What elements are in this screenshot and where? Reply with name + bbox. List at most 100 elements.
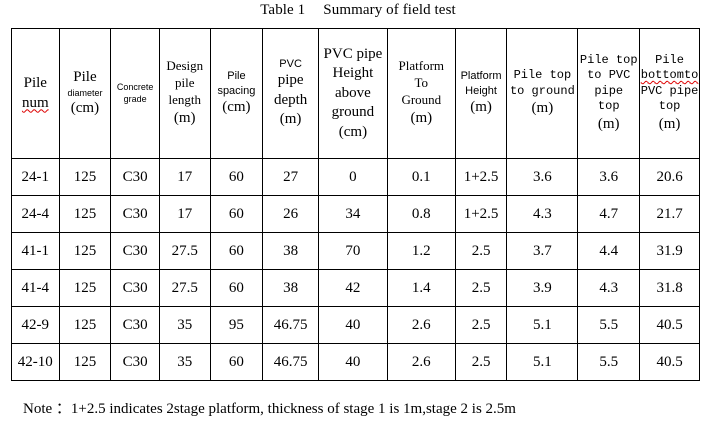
table-cell: C30 — [110, 158, 160, 196]
table-cell: 38 — [262, 269, 319, 307]
column-header: Concrete grade — [110, 28, 160, 159]
column-header: Platform To Ground (m) — [386, 28, 456, 159]
table-row: 24-4 125 C30 17 60 26 34 0.8 1+2.5 4.3 4.7 21.7 — [11, 195, 700, 233]
table-cell: 38 — [262, 232, 319, 270]
header-text: pipe — [594, 83, 624, 98]
table-cell: 2.6 — [386, 343, 456, 381]
header-text: grade — [123, 93, 147, 104]
header-text: (m) — [597, 115, 620, 132]
table-cell: 27 — [262, 158, 319, 196]
table-cell: 0.8 — [386, 195, 456, 233]
table-cell: 31.8 — [639, 269, 700, 307]
table-cell: 46.75 — [262, 306, 319, 344]
table-cell: 41-4 — [11, 269, 60, 307]
table-cell: 31.9 — [639, 232, 700, 270]
header-text: (cm) — [222, 99, 251, 116]
table-cell: 3.6 — [577, 158, 641, 196]
table-cell: 60 — [209, 158, 264, 196]
table-cell: 5.1 — [506, 343, 579, 381]
table-cell: 2.6 — [386, 306, 456, 344]
header-text: (m) — [470, 99, 492, 116]
table-cell: 46.75 — [262, 343, 319, 381]
header-text: bottomto — [640, 68, 699, 83]
table-cell: 60 — [209, 343, 264, 381]
table-cell: 60 — [209, 195, 264, 233]
header-text: above — [335, 84, 371, 101]
table-cell: 40.5 — [639, 343, 700, 381]
column-header: PVC pipe depth (m) — [262, 28, 319, 159]
table-cell: 42-9 — [11, 306, 60, 344]
table-cell: 26 — [262, 195, 319, 233]
header-text: (m) — [173, 110, 196, 127]
table-cell: 2.5 — [454, 306, 508, 344]
header-text: to PVC — [587, 68, 631, 83]
header-text: Pile — [23, 75, 47, 91]
table-cell: 20.6 — [639, 158, 700, 196]
header-text: length — [168, 92, 201, 108]
table-caption: Table 1 Summary of field test — [0, 2, 716, 19]
table-cell: 1.2 — [386, 232, 456, 270]
header-text: (m) — [658, 115, 681, 132]
header-text: PVC pipe — [323, 45, 383, 62]
table-cell: 60 — [209, 269, 264, 307]
column-header: Pile bottomto PVC pipe top (m) — [639, 28, 700, 159]
table-cell: 5.1 — [506, 306, 579, 344]
table-row: 24-1 125 C30 17 60 27 0 0.1 1+2.5 3.6 3.6 20.6 — [11, 158, 700, 196]
table-cell: 0 — [317, 158, 388, 196]
table-cell: C30 — [110, 195, 160, 233]
caption-title: Summary of field test — [323, 2, 456, 18]
column-header: Pile top to ground (m) — [506, 28, 579, 159]
header-text: Design — [166, 58, 204, 74]
table-cell: C30 — [110, 306, 160, 344]
table-cell: 40.5 — [639, 306, 700, 344]
column-header: Pile spacing (cm) — [209, 28, 264, 159]
table-cell: 1+2.5 — [454, 195, 508, 233]
table-cell: 95 — [209, 306, 264, 344]
table-row: 42-9 125 C30 35 95 46.75 40 2.6 2.5 5.1 5.5 40.5 — [11, 306, 700, 344]
table-row: 41-1 125 C30 27.5 60 38 70 1.2 2.5 3.7 4.4 31.9 — [11, 232, 700, 270]
table-cell: 40 — [317, 306, 388, 344]
table-cell: 1.4 — [386, 269, 456, 307]
header-text: Pile top — [579, 52, 638, 67]
column-header: Platform Height (m) — [454, 28, 508, 159]
table-cell: 5.5 — [577, 306, 641, 344]
header-text: Concrete — [116, 81, 154, 92]
table-cell: 17 — [158, 158, 211, 196]
table-cell: 3.9 — [506, 269, 579, 307]
column-header: Pile diameter (cm) — [58, 28, 112, 159]
table-cell: 40 — [317, 343, 388, 381]
table-cell: 3.6 — [506, 158, 579, 196]
header-text: PVC — [279, 58, 302, 71]
header-text: depth — [273, 91, 308, 108]
table-header-row: Pile num Pile diameter (cm) Concrete grade Desi… — [11, 28, 700, 159]
table-cell: 24-1 — [11, 158, 60, 196]
header-text: (m) — [279, 111, 302, 128]
table-cell: 3.7 — [506, 232, 579, 270]
table-cell: C30 — [110, 232, 160, 270]
header-text: num — [21, 94, 49, 111]
header-text: Pile — [227, 70, 246, 83]
table-body: 24-1 125 C30 17 60 27 0 0.1 1+2.5 3.6 3.6 20.6 24-4 1… — [11, 158, 700, 381]
table-cell: 125 — [58, 306, 112, 344]
table-cell: 4.7 — [577, 195, 641, 233]
header-text: (cm) — [338, 123, 368, 140]
header-text: (m) — [531, 100, 554, 117]
table-cell: 21.7 — [639, 195, 700, 233]
header-text: To — [414, 75, 429, 91]
column-header: Pile num — [11, 28, 60, 159]
table-row: 41-4 125 C30 27.5 60 38 42 1.4 2.5 3.9 4.3 31.8 — [11, 269, 700, 307]
header-text: Height — [332, 65, 374, 82]
table-cell: 35 — [158, 306, 211, 344]
table-cell: 27.5 — [158, 232, 211, 270]
table-cell: 2.5 — [454, 343, 508, 381]
table-note: Note ：1+2.5 indicates 2stage platform, t… — [23, 401, 516, 417]
header-text: pipe — [277, 72, 304, 89]
column-header: Pile top to PVC pipe top (m) — [577, 28, 641, 159]
table-cell: 60 — [209, 232, 264, 270]
table-cell: 4.4 — [577, 232, 641, 270]
table-cell: 4.3 — [577, 269, 641, 307]
header-text: to ground — [509, 83, 575, 98]
header-text: Platform — [460, 70, 502, 83]
table-cell: 125 — [58, 232, 112, 270]
table-cell: 42 — [317, 269, 388, 307]
